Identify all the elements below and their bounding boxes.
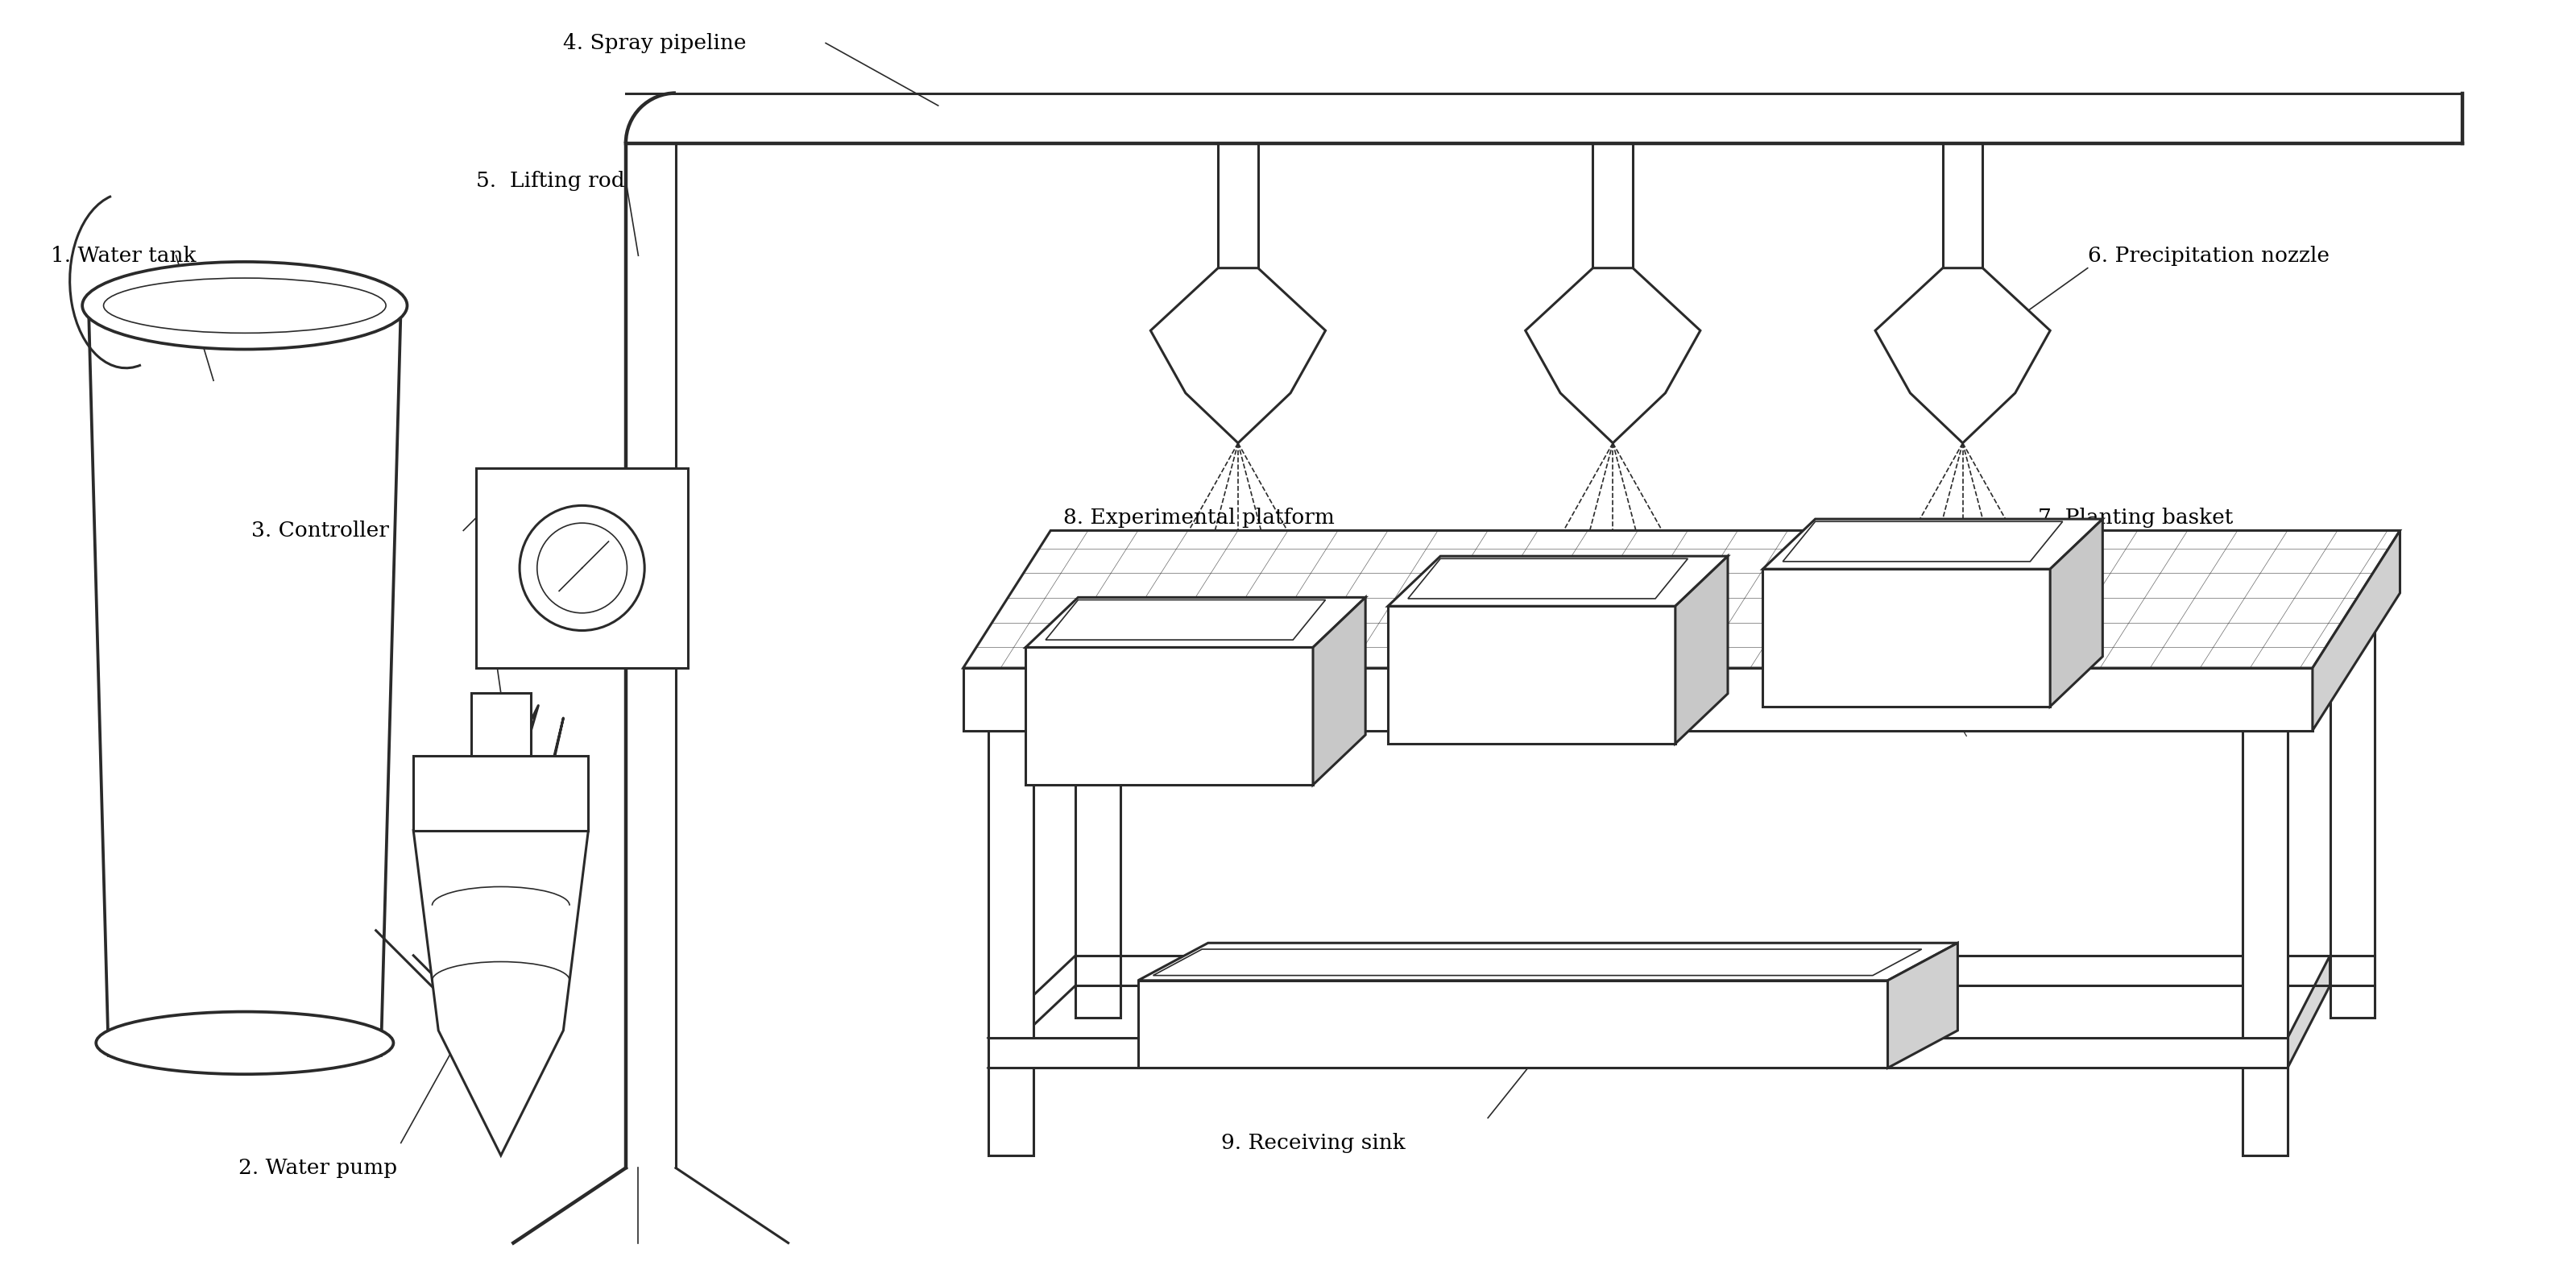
Polygon shape bbox=[1139, 943, 1958, 981]
Polygon shape bbox=[1025, 598, 1365, 647]
Ellipse shape bbox=[82, 262, 407, 349]
Polygon shape bbox=[963, 531, 2401, 668]
Polygon shape bbox=[1525, 269, 1700, 443]
Polygon shape bbox=[2287, 956, 2331, 1068]
Polygon shape bbox=[1314, 598, 1365, 784]
Ellipse shape bbox=[103, 279, 386, 333]
Circle shape bbox=[520, 506, 644, 630]
Text: 6. Precipitation nozzle: 6. Precipitation nozzle bbox=[2087, 246, 2329, 266]
Text: 9. Receiving sink: 9. Receiving sink bbox=[1221, 1132, 1404, 1153]
Polygon shape bbox=[412, 831, 587, 1155]
Polygon shape bbox=[1762, 520, 2102, 569]
Ellipse shape bbox=[95, 1011, 394, 1074]
Polygon shape bbox=[1151, 269, 1327, 443]
Polygon shape bbox=[1888, 943, 1958, 1068]
Bar bbox=[2331, 593, 2375, 1018]
Polygon shape bbox=[1025, 647, 1314, 784]
Circle shape bbox=[536, 523, 626, 613]
Polygon shape bbox=[963, 668, 2313, 730]
Polygon shape bbox=[1388, 607, 1674, 744]
Bar bbox=[471, 694, 531, 755]
Text: 1. Water tank: 1. Water tank bbox=[52, 246, 196, 266]
Text: 8. Experimental platform: 8. Experimental platform bbox=[1064, 508, 1334, 528]
Polygon shape bbox=[2313, 531, 2401, 730]
Bar bbox=[989, 730, 1033, 1155]
Text: 4. Spray pipeline: 4. Spray pipeline bbox=[564, 33, 747, 53]
Bar bbox=[2244, 730, 2287, 1155]
Polygon shape bbox=[1762, 569, 2050, 706]
Text: 7. Planting basket: 7. Planting basket bbox=[2038, 508, 2233, 528]
Polygon shape bbox=[1388, 556, 1728, 607]
Polygon shape bbox=[1674, 556, 1728, 744]
Text: 3. Controller: 3. Controller bbox=[250, 521, 389, 541]
Bar bbox=[989, 1038, 2287, 1068]
Bar bbox=[1077, 593, 1121, 1018]
Bar bbox=[412, 755, 587, 831]
Text: 2. Water pump: 2. Water pump bbox=[240, 1158, 397, 1178]
Text: 5.  Lifting rod: 5. Lifting rod bbox=[477, 170, 623, 190]
Polygon shape bbox=[1875, 269, 2050, 443]
Bar bbox=[1139, 981, 1888, 1068]
Bar bbox=[477, 468, 688, 668]
Polygon shape bbox=[2050, 520, 2102, 706]
